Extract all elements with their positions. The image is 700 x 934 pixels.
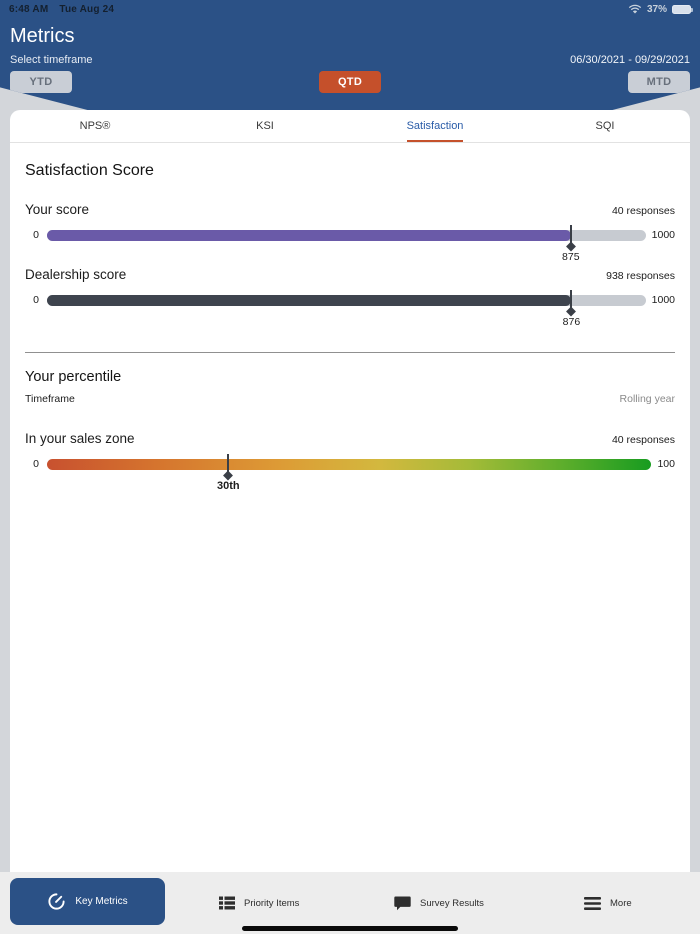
your-score-label: Your score: [25, 202, 90, 217]
percentile-gradient-bar: 30th: [47, 453, 652, 492]
dealership-score-label: Dealership score: [25, 267, 127, 282]
nav-key-metrics[interactable]: Key Metrics: [10, 878, 165, 925]
status-date: Tue Aug 24: [59, 3, 115, 15]
battery-icon: [672, 4, 693, 14]
tab-satisfaction[interactable]: Satisfaction: [350, 110, 520, 142]
sales-zone-responses: 40 responses: [611, 434, 675, 446]
dealership-score-fill: [47, 294, 572, 306]
dealership-score-responses: 938 responses: [606, 270, 675, 282]
status-bar: 6:48 AM Tue Aug 24 37%: [0, 0, 700, 18]
app-header: 6:48 AM Tue Aug 24 37% Metrics Select ti…: [0, 0, 700, 112]
percentile-title: Your percentile: [25, 369, 122, 385]
timeframe-label: Timeframe: [25, 393, 75, 405]
dealership-score-value: 876: [562, 315, 581, 328]
qtd-button[interactable]: QTD: [319, 71, 381, 93]
your-score-bar: 875: [47, 224, 646, 263]
section-title: Satisfaction Score: [25, 162, 154, 179]
sales-zone-head: In your sales zone 40 responses: [25, 431, 675, 446]
date-range-label: 06/30/2021 - 09/29/2021: [570, 54, 690, 66]
mtd-button[interactable]: MTD: [628, 71, 690, 93]
dealership-score-max-label: 1000: [651, 294, 675, 306]
your-score-responses: 40 responses: [611, 205, 675, 217]
percentile-marker: 30th: [217, 453, 240, 492]
dealership-score-marker: 876: [563, 289, 580, 328]
metrics-tabbar: NPS® KSI Satisfaction SQI: [10, 110, 690, 143]
select-timeframe-label: Select timeframe: [10, 54, 93, 66]
your-score-value: 875: [562, 250, 580, 263]
nav-more-label: More: [610, 897, 632, 909]
status-indicators: 37%: [628, 3, 693, 15]
percentile-max-label: 100: [657, 458, 675, 470]
nav-more[interactable]: More: [584, 872, 632, 934]
tab-nps[interactable]: NPS®: [79, 120, 111, 132]
dealership-score-min-label: 0: [33, 294, 39, 306]
section-divider: [25, 352, 675, 353]
status-time-date: 6:48 AM Tue Aug 24: [9, 4, 114, 15]
status-time: 6:48 AM: [9, 3, 49, 15]
percentile-value: 30th: [217, 479, 240, 492]
list-icon: [219, 896, 235, 910]
gauge-icon: [48, 893, 65, 910]
percentile-min-label: 0: [33, 458, 39, 470]
page-title: Metrics: [10, 25, 75, 47]
ytd-button[interactable]: YTD: [10, 71, 72, 93]
bottom-nav: Key Metrics Priority Items Survey Result…: [0, 872, 700, 934]
your-score-marker: 875: [562, 224, 580, 263]
battery-percent-label: 37%: [646, 3, 667, 15]
your-score-max-label: 1000: [651, 229, 675, 241]
wifi-icon: [628, 4, 642, 14]
nav-survey-results-label: Survey Results: [420, 897, 484, 909]
nav-priority-items[interactable]: Priority Items: [219, 872, 299, 934]
nav-survey-results[interactable]: Survey Results: [394, 872, 484, 934]
timeframe-row: Timeframe Rolling year: [25, 393, 675, 405]
chat-icon: [394, 896, 411, 910]
nav-priority-items-label: Priority Items: [244, 897, 300, 909]
your-score-min-label: 0: [33, 229, 39, 241]
tab-sqi[interactable]: SQI: [595, 120, 615, 132]
content-card: NPS® KSI Satisfaction SQI Satisfaction S…: [10, 110, 690, 872]
dealership-score-block: Dealership score 938 responses 0 876 100…: [25, 267, 675, 332]
sales-zone-label: In your sales zone: [25, 431, 135, 446]
tab-ksi[interactable]: KSI: [256, 120, 274, 132]
dealership-score-bar: 876: [47, 289, 646, 328]
timeframe-button-group: YTD QTD MTD: [0, 71, 700, 93]
your-score-block: Your score 40 responses 0 875 1000: [25, 202, 675, 267]
nav-key-metrics-label: Key Metrics: [75, 896, 128, 907]
home-indicator[interactable]: [242, 926, 458, 931]
menu-icon: [584, 896, 601, 910]
timeframe-value: Rolling year: [619, 393, 675, 405]
your-score-fill: [47, 229, 571, 241]
